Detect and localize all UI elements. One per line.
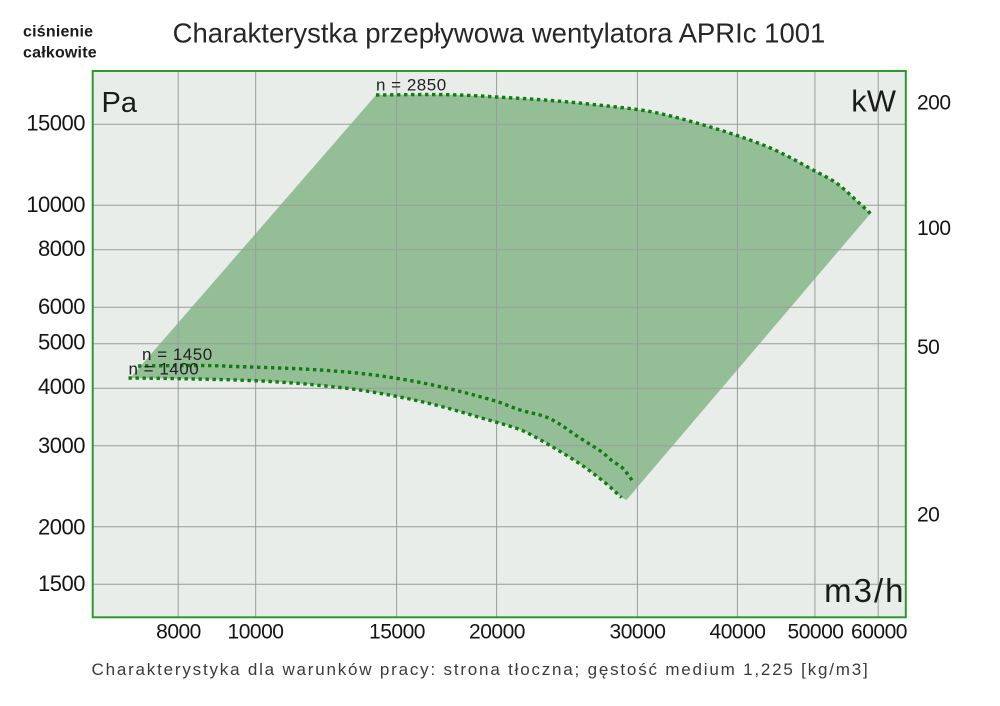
svg-text:ciśnienie: ciśnienie <box>23 24 93 41</box>
svg-text:200: 200 <box>917 92 951 115</box>
svg-text:40000: 40000 <box>710 621 766 644</box>
svg-text:10000: 10000 <box>26 192 85 217</box>
svg-text:Pa: Pa <box>102 87 138 119</box>
svg-text:60000: 60000 <box>851 621 907 644</box>
svg-text:50: 50 <box>917 336 939 359</box>
svg-text:całkowite: całkowite <box>23 45 97 62</box>
svg-text:Charakterystyka dla warunków p: Charakterystyka dla warunków pracy: stro… <box>92 660 870 679</box>
svg-text:n = 1450: n = 1450 <box>142 345 213 364</box>
svg-text:50000: 50000 <box>788 621 844 644</box>
svg-text:m3/h: m3/h <box>824 572 905 609</box>
svg-text:n = 1400: n = 1400 <box>129 360 200 379</box>
svg-text:8000: 8000 <box>38 236 85 261</box>
svg-text:6000: 6000 <box>38 294 85 319</box>
svg-text:15000: 15000 <box>26 110 85 135</box>
svg-text:1500: 1500 <box>38 571 85 596</box>
svg-text:2000: 2000 <box>38 515 85 540</box>
svg-text:100: 100 <box>917 217 951 240</box>
svg-text:10000: 10000 <box>228 621 284 644</box>
svg-text:5000: 5000 <box>38 330 85 355</box>
svg-text:3000: 3000 <box>38 433 85 458</box>
svg-text:20: 20 <box>917 504 939 527</box>
svg-text:30000: 30000 <box>610 621 666 644</box>
svg-text:Charakterystka przepływowa wen: Charakterystka przepływowa wentylatora A… <box>173 18 826 49</box>
svg-text:kW: kW <box>851 84 897 119</box>
svg-text:4000: 4000 <box>38 374 85 399</box>
svg-text:15000: 15000 <box>369 621 425 644</box>
svg-text:n = 2850: n = 2850 <box>376 76 447 95</box>
svg-text:20000: 20000 <box>469 621 525 644</box>
svg-text:8000: 8000 <box>156 621 201 644</box>
